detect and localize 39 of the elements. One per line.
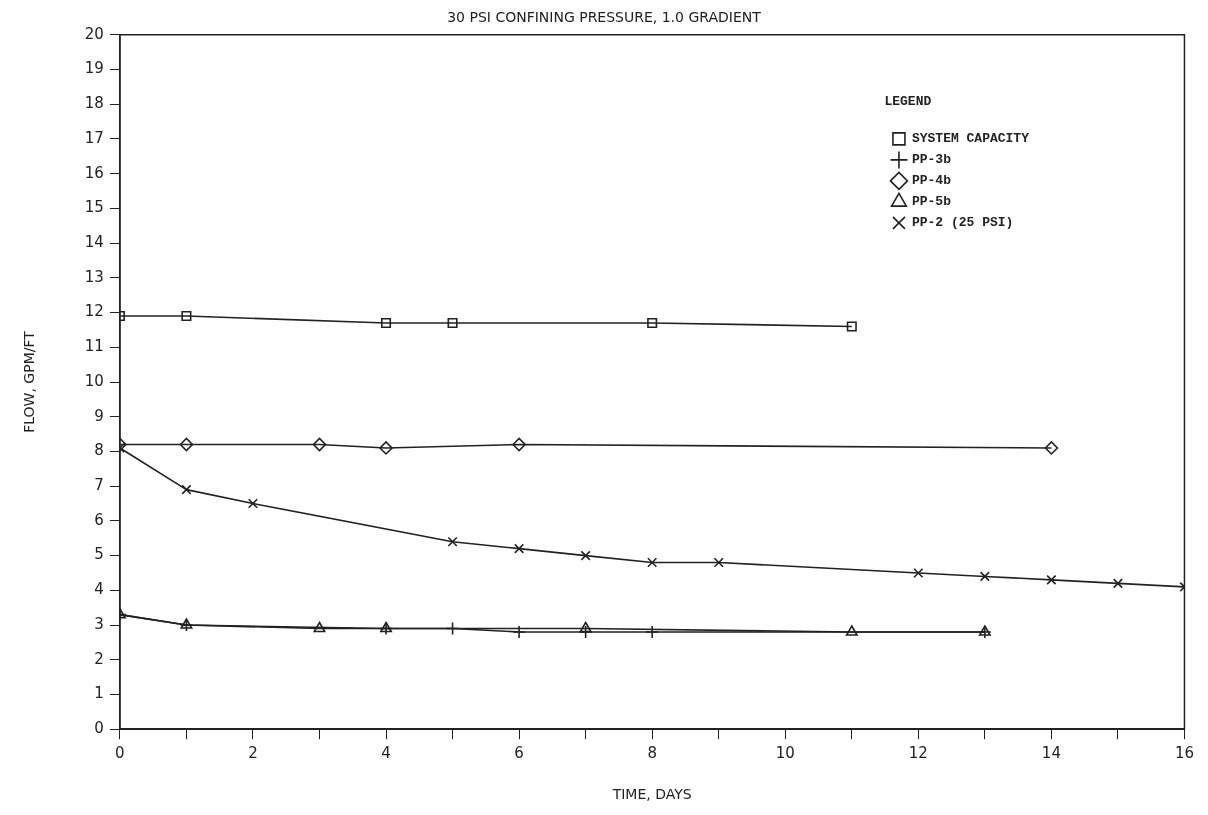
y-tick-label: 8 — [94, 441, 104, 460]
y-tick-label: 6 — [94, 510, 104, 529]
x-tick-label: 2 — [248, 744, 258, 763]
y-tick-label: 13 — [84, 267, 104, 286]
y-tick-label: 11 — [84, 337, 104, 356]
x-tick-label: 0 — [115, 744, 125, 763]
y-tick-label: 19 — [84, 59, 104, 78]
legend-title: LEGEND — [884, 93, 932, 109]
x-tick-label: 6 — [514, 744, 524, 763]
x-tick-label: 10 — [775, 744, 795, 763]
x-tick-label: 16 — [1174, 744, 1194, 763]
y-tick-label: 15 — [84, 198, 104, 217]
y-tick-label: 12 — [84, 302, 104, 321]
x-tick-label: 8 — [647, 744, 657, 763]
y-tick-label: 7 — [94, 476, 104, 495]
legend-label: PP-5b — [911, 194, 952, 210]
y-tick-label: 16 — [84, 163, 104, 182]
y-tick-label: 2 — [94, 649, 104, 668]
legend-label: PP-4b — [911, 173, 952, 189]
x-axis-title: TIME, DAYS — [611, 786, 692, 803]
y-tick-label: 10 — [84, 371, 104, 390]
chart-title: 30 PSI CONFINING PRESSURE, 1.0 GRADIENT — [447, 9, 762, 26]
y-tick-label: 17 — [84, 128, 104, 147]
y-tick-label: 14 — [84, 233, 104, 252]
y-tick-label: 20 — [84, 24, 104, 43]
x-tick-label: 4 — [381, 744, 391, 763]
legend-label: SYSTEM CAPACITY — [911, 131, 1030, 147]
y-tick-label: 4 — [94, 580, 104, 599]
y-tick-label: 0 — [94, 719, 104, 738]
y-axis-title: FLOW, GPM/FT — [21, 330, 38, 433]
y-tick-label: 18 — [84, 94, 104, 113]
y-tick-label: 3 — [94, 614, 104, 633]
legend-label: PP-3b — [911, 152, 952, 168]
x-tick-label: 14 — [1041, 744, 1061, 763]
y-tick-label: 5 — [94, 545, 104, 564]
legend-label: PP-2 (25 PSI) — [911, 215, 1014, 231]
y-tick-label: 9 — [94, 406, 104, 425]
y-tick-label: 1 — [94, 684, 104, 703]
x-tick-label: 12 — [908, 744, 928, 763]
